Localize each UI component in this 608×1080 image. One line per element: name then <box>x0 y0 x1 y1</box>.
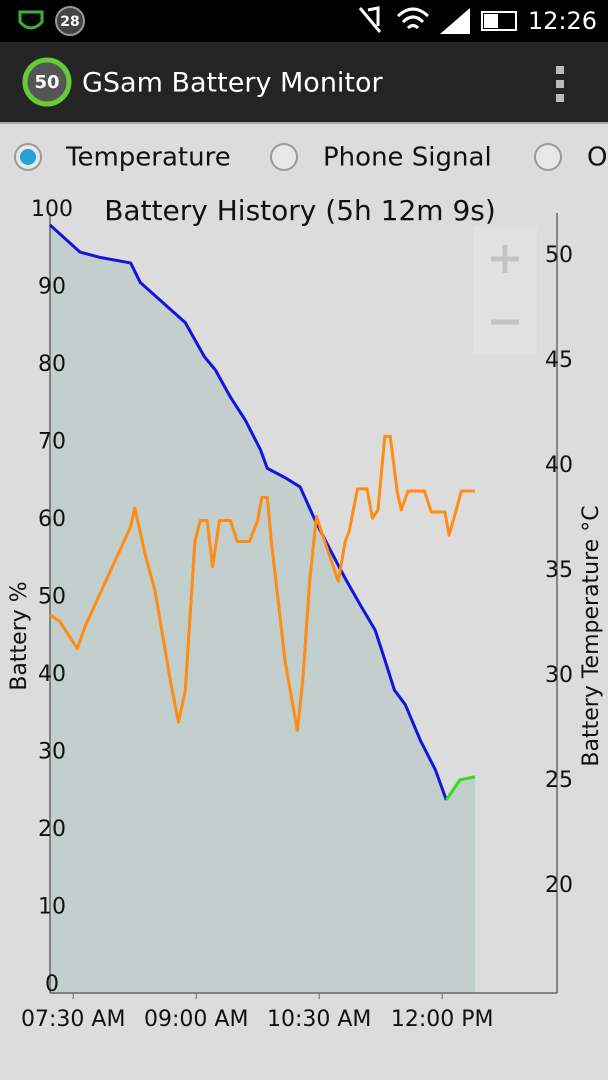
wifi-icon <box>396 7 430 30</box>
y-tick-label: 90 <box>38 275 66 300</box>
y-tick-label: 30 <box>38 740 66 765</box>
app-bar <box>0 42 608 122</box>
signal-icon <box>440 8 470 34</box>
y2-tick-label: 20 <box>545 873 573 898</box>
y-axis-label: Battery % <box>7 581 32 690</box>
y2-tick-label: 35 <box>545 558 573 583</box>
divider <box>0 122 608 124</box>
y-tick-label: 50 <box>38 585 66 610</box>
y-tick-label: 20 <box>38 817 66 842</box>
y-tick-label: 40 <box>38 662 66 687</box>
menu-dot[interactable] <box>556 80 564 88</box>
y2-tick-label: 25 <box>545 768 573 793</box>
y2-tick-label: 30 <box>545 663 573 688</box>
y-tick-label: 100 <box>31 197 73 222</box>
badge-icon <box>55 6 85 36</box>
x-tick-label: 09:00 AM <box>144 1007 248 1032</box>
option-label[interactable]: Phone Signal <box>323 143 492 173</box>
shield-icon <box>18 10 44 30</box>
mute-icon <box>358 6 382 33</box>
y-tick-label: 60 <box>38 507 66 532</box>
app-title: GSam Battery Monitor <box>82 68 384 99</box>
radio-dot <box>20 149 36 165</box>
plus-icon <box>491 245 519 273</box>
radio[interactable] <box>270 143 298 171</box>
zoom-controls[interactable] <box>473 227 537 355</box>
status-bar <box>0 0 608 42</box>
app-badge: 50 <box>34 72 59 93</box>
menu-dot[interactable] <box>556 66 564 74</box>
battery-icon <box>481 11 517 31</box>
overflow-menu[interactable] <box>556 66 564 102</box>
x-tick-label: 10:30 AM <box>267 1007 371 1032</box>
battery-level <box>484 14 498 28</box>
plot: 0 10 20 30 40 50 60 70 80 90 100 20 25 30 35 40 45 50 07:3… <box>21 197 573 1032</box>
x-tick-label: 07:30 AM <box>21 1007 125 1032</box>
y-tick-label: 0 <box>45 972 59 997</box>
status-time: 12:26 <box>528 7 597 35</box>
series-line <box>49 434 476 732</box>
y-tick-label: 80 <box>38 352 66 377</box>
battery-area <box>446 776 476 993</box>
y-tick-label: 70 <box>38 430 66 455</box>
options: Temperature Phone Signal O <box>14 143 607 173</box>
series-line <box>445 775 476 801</box>
menu-dot[interactable] <box>556 94 564 102</box>
y2-axis-label: Battery Temperature °C <box>579 505 604 766</box>
y2-tick-label: 50 <box>545 243 573 268</box>
x-tick-label: 12:00 PM <box>391 1007 494 1032</box>
chart-title: Battery History (5h 12m 9s) <box>104 194 496 227</box>
option-label[interactable]: O <box>587 143 607 173</box>
y-tick-label: 10 <box>38 895 66 920</box>
y2-tick-label: 40 <box>545 453 573 478</box>
status-badge: 28 <box>60 14 79 30</box>
option-label[interactable]: Temperature <box>65 143 231 173</box>
series-line <box>48 223 448 801</box>
y2-tick-label: 45 <box>545 348 573 373</box>
app-icon <box>22 57 72 107</box>
radio[interactable] <box>534 143 562 171</box>
battery-area <box>50 224 447 994</box>
